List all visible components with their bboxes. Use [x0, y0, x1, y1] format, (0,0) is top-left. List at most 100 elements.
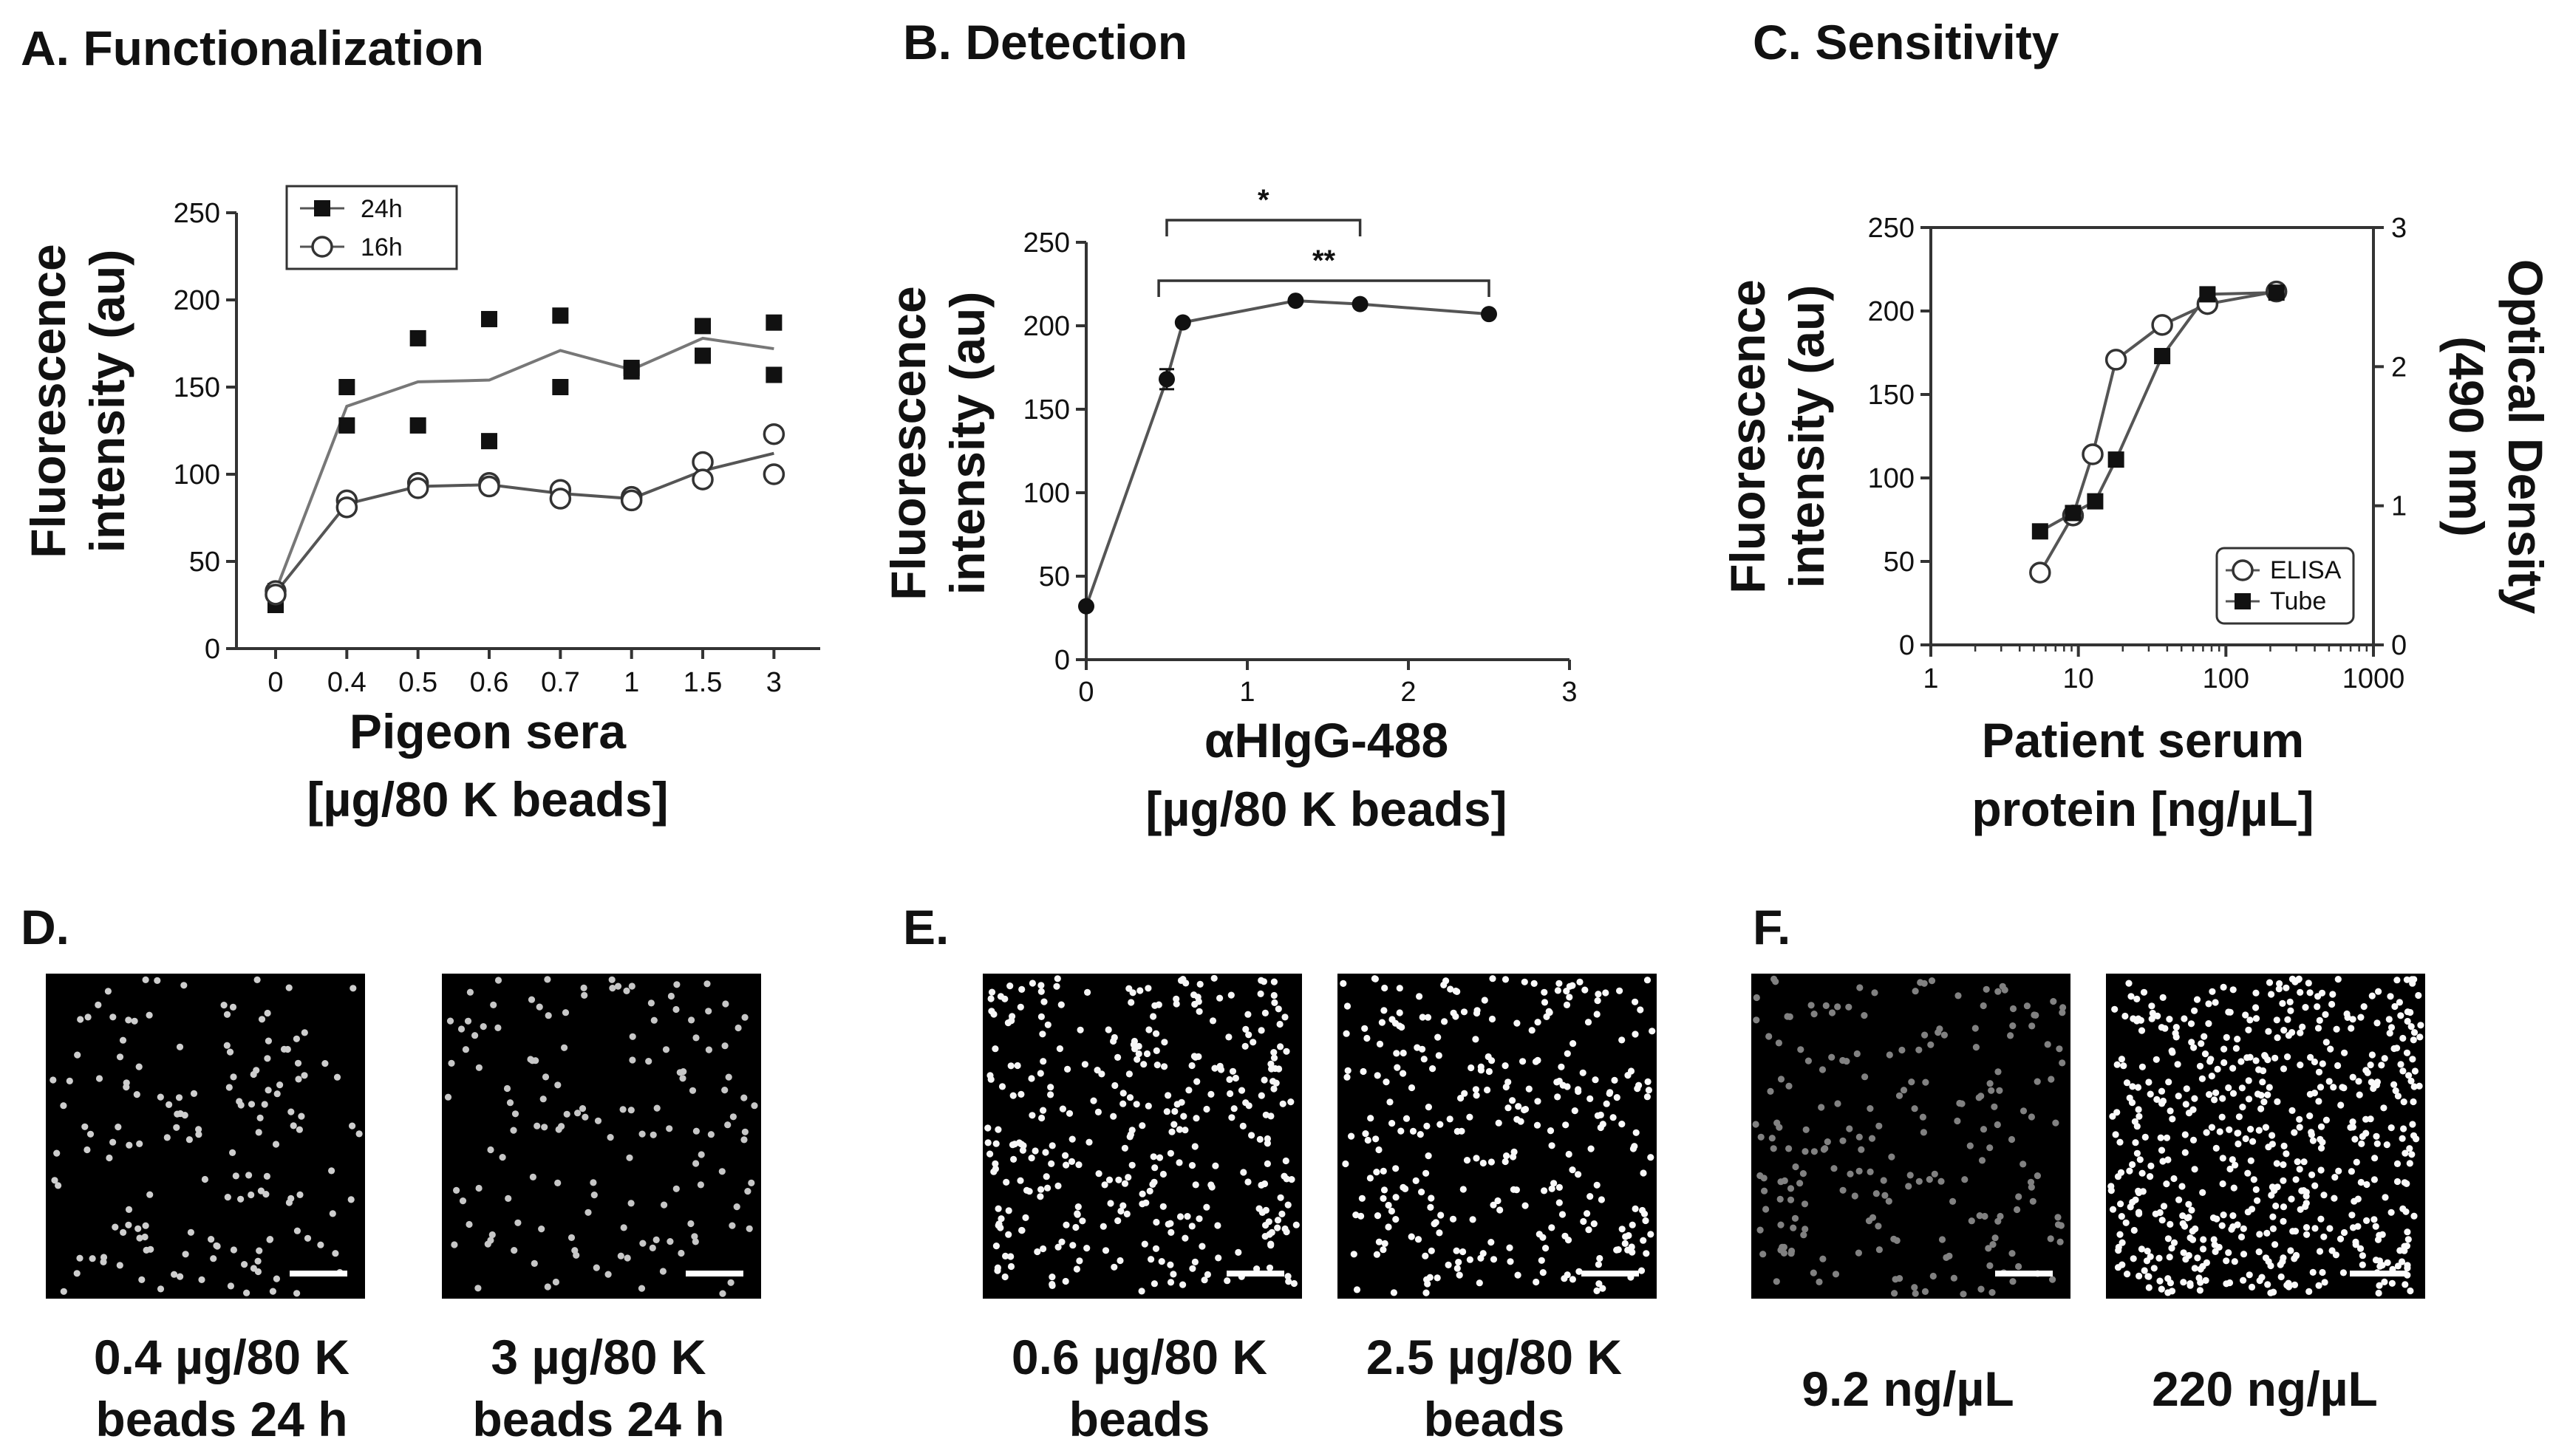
bead	[2352, 1241, 2359, 1248]
bead	[619, 1106, 627, 1113]
bead	[2229, 1064, 2237, 1072]
bead	[1534, 1019, 1541, 1026]
chart-a-xtick-label: 0	[267, 667, 283, 698]
bead	[1180, 1112, 1187, 1120]
bead	[2225, 1249, 2232, 1257]
bead	[2404, 1008, 2411, 1016]
bead	[1609, 1114, 1617, 1121]
bead	[287, 1194, 295, 1202]
bead	[1028, 1155, 1035, 1162]
bead	[609, 985, 616, 992]
bead	[1435, 1052, 1442, 1059]
bead	[1875, 1246, 1883, 1254]
bead	[2226, 1126, 2233, 1133]
bead	[2331, 1174, 2339, 1181]
bead	[146, 1011, 153, 1019]
bead	[2117, 1200, 2124, 1208]
bead	[692, 1127, 701, 1135]
bead	[2252, 1057, 2260, 1064]
bead	[2212, 1144, 2220, 1152]
bead	[1922, 1079, 1929, 1086]
bead	[511, 1110, 519, 1118]
bead	[2194, 1254, 2201, 1262]
bead	[2019, 1161, 2027, 1168]
bead	[1796, 1180, 1804, 1187]
bead	[1855, 1133, 1863, 1141]
chart-a-point-24h	[766, 314, 783, 331]
bead	[1810, 1269, 1817, 1276]
bead	[2384, 1259, 2391, 1266]
bead	[2124, 1271, 2131, 1278]
bead	[667, 992, 675, 1000]
chart-a-legend-label: 16h	[361, 233, 403, 262]
chart-b-ylabel-line2: intensity (au)	[940, 292, 995, 595]
bead	[135, 1063, 143, 1070]
bead	[2280, 1027, 2288, 1034]
bead	[1121, 1180, 1129, 1187]
bead	[1272, 1079, 1280, 1087]
bead	[1040, 1058, 1047, 1065]
bead	[2317, 1166, 2325, 1174]
bead	[2240, 1225, 2247, 1232]
bead	[2393, 1178, 2402, 1186]
bead	[1450, 1009, 1457, 1016]
bead	[2009, 1022, 2017, 1030]
bead	[1946, 1252, 1953, 1260]
chart-b-point	[1174, 314, 1191, 331]
bead	[1580, 1217, 1587, 1226]
chart-b-point	[1078, 598, 1094, 615]
bead	[2136, 1210, 2143, 1217]
bead	[2330, 1084, 2337, 1091]
bead	[1855, 1249, 1862, 1257]
bead	[284, 1045, 291, 1053]
bead	[1270, 991, 1278, 999]
bead	[296, 1191, 304, 1198]
bead	[741, 1128, 749, 1135]
bead	[1634, 1085, 1641, 1093]
bead	[2269, 1213, 2277, 1220]
bead	[1022, 1214, 1029, 1221]
bead	[629, 1056, 636, 1064]
bead	[2121, 1012, 2129, 1020]
bead	[2015, 1262, 2022, 1271]
bead	[2256, 1277, 2263, 1285]
bead	[2242, 1011, 2249, 1019]
bead	[1929, 1272, 1937, 1280]
bead	[1472, 1086, 1479, 1093]
bead	[1053, 982, 1060, 990]
bead	[1765, 1033, 1773, 1040]
bead	[2311, 1058, 2318, 1066]
bead	[1426, 1274, 1434, 1281]
bead	[2339, 1269, 2347, 1276]
bead	[604, 1271, 612, 1278]
bead	[650, 1016, 658, 1024]
bead	[301, 1029, 308, 1036]
bead	[1240, 1169, 1247, 1176]
bead	[725, 1073, 732, 1081]
bead	[2398, 1258, 2406, 1265]
chart-a-legend-label: 24h	[361, 195, 403, 223]
chart-b-ytick-label: 50	[1039, 561, 1070, 592]
bead	[1148, 1256, 1155, 1263]
bead	[142, 976, 149, 983]
bead	[66, 1077, 73, 1084]
bead	[459, 1197, 467, 1205]
bead	[1632, 1129, 1640, 1136]
bead	[1179, 1281, 1187, 1288]
bead	[1846, 1125, 1853, 1132]
chart-b-ytick-label: 200	[1023, 311, 1070, 342]
bead	[1032, 1147, 1039, 1155]
bead	[653, 1104, 661, 1112]
bead	[2028, 1022, 2036, 1030]
bead	[1262, 1111, 1269, 1118]
bead	[1009, 1013, 1016, 1020]
chart-a-xtick-label: 3	[766, 667, 782, 698]
bead	[1908, 1079, 1915, 1086]
bead	[2415, 991, 2422, 999]
chart-a-point-16h	[692, 468, 714, 491]
bead	[2201, 1033, 2208, 1040]
bead	[1107, 1200, 1114, 1207]
bead	[2165, 1079, 2172, 1086]
bead	[2270, 1288, 2277, 1296]
bead	[1830, 1165, 1838, 1172]
